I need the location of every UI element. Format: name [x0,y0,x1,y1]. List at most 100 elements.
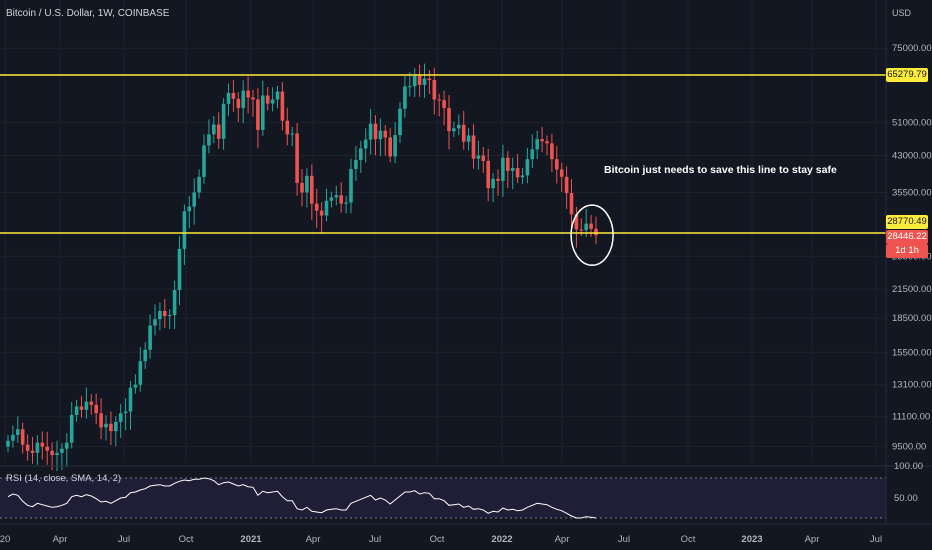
candle-body [182,211,187,249]
candle-body [99,413,103,428]
x-tick-label: Oct [681,534,696,545]
x-tick-label: Apr [805,534,820,545]
candle-body [11,434,15,441]
candle-body [550,143,554,160]
candle-body [123,411,128,414]
candle-body [486,160,490,189]
candle-body [422,78,427,85]
rsi-tick-label: 100.00 [894,461,923,472]
candle-body [104,423,108,428]
candle-body [79,406,84,410]
candle-body [69,414,74,443]
candle-body [163,310,167,317]
annotation-circle [570,204,614,266]
candle-body [133,384,138,388]
candle-body [25,444,30,451]
candle-body [45,446,49,451]
x-tick-label: 2021 [240,534,262,545]
candle-body [177,248,182,291]
x-tick-label: Apr [53,534,68,545]
candle-body [373,123,378,140]
y-tick-label: 75000.00 [892,43,932,54]
rsi-tick-label: 50.00 [894,493,918,504]
candle-body [138,361,143,385]
candle-body [378,130,383,140]
candle-body [148,325,152,350]
candle-body [265,95,270,104]
x-tick-label: Jul [618,534,630,545]
chart-title: Bitcoin / U.S. Dollar, 1W, COINBASE [6,8,170,19]
candle-body [559,169,564,177]
candle-body [207,134,211,146]
candle-body [476,155,481,159]
candle-body [466,135,471,142]
x-tick-label: 20 [0,534,10,545]
annotation-text: Bitcoin just needs to save this line to … [604,164,837,176]
candle-body [285,120,290,135]
candle-body [172,290,177,316]
candle-body [545,141,549,144]
support-price-label: 28770.49 [886,215,928,229]
candle-body [329,197,334,201]
candle-body [236,98,241,109]
candle-body [50,450,54,455]
rsi-line [7,477,597,519]
candle-body [339,195,343,204]
candle-body [20,429,25,445]
candle-body [261,95,265,130]
candle-body [60,448,64,453]
candle-body [515,168,520,178]
candle-body [525,159,530,176]
candle-body [589,223,593,229]
candle-body [579,229,584,231]
candle-body [305,175,309,193]
candle-body [398,108,402,136]
y-tick-label: 51000.00 [892,118,932,129]
candle-body [30,450,35,453]
candle-body [412,75,417,87]
candle-body [491,178,495,189]
candle-body [427,78,432,81]
candle-body [216,124,221,139]
y-tick-label: 9500.00 [892,442,926,453]
candle-body [251,97,255,100]
candle-body [275,91,280,100]
candle-body [506,157,510,171]
currency-label: USD [892,8,912,18]
candle-body [584,223,588,231]
candle-body [569,193,574,215]
candle-body [496,178,500,181]
current-price-label: 28446.22 [886,230,928,244]
x-tick-label: Jul [870,534,882,545]
candle-body [65,442,69,449]
candle-body [300,182,304,193]
candle-body [349,168,353,203]
candle-body [6,440,10,447]
x-tick-label: Jul [118,534,130,545]
candle-body [167,315,172,317]
x-tick-label: 2023 [741,534,762,545]
candle-body [290,133,294,135]
candle-body [403,86,407,109]
candle-body [246,90,250,98]
candle-body [118,413,123,422]
candle-body [574,214,579,230]
x-tick-label: 2022 [491,534,512,545]
candle-body [359,148,363,161]
candle-body [555,159,559,170]
candle-body [295,133,299,183]
candle-body [55,452,59,455]
candle-body [481,155,486,161]
x-tick-label: Apr [555,534,570,545]
candle-body [192,192,196,207]
candle-body [231,92,236,99]
rsi-title: RSI (14, close, SMA, 14, 2) [6,473,122,484]
candle-body [344,202,348,204]
candle-body [447,108,451,132]
candle-body [393,135,397,157]
y-tick-label: 43000.00 [892,151,932,162]
candle-body [202,145,206,177]
y-tick-label: 18500.00 [892,313,932,324]
